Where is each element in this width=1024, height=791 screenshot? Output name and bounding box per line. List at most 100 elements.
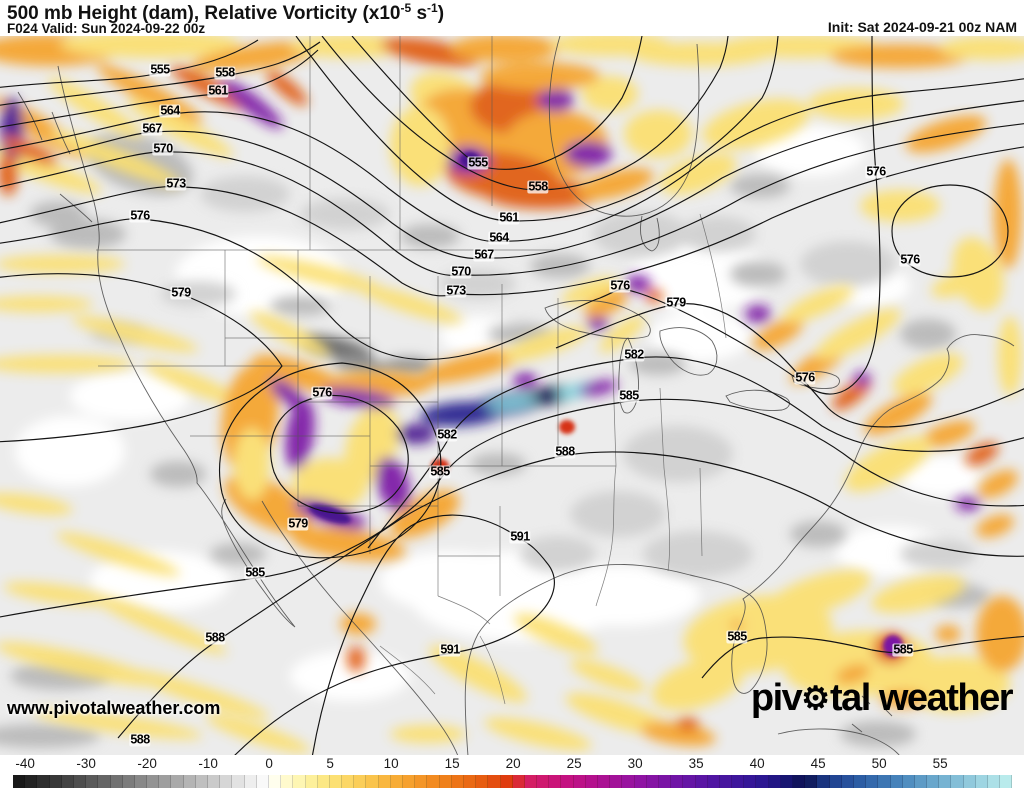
colorbar-tick: -40 [15, 756, 35, 771]
colorbar-cell [963, 775, 976, 788]
colorbar-cell [147, 775, 160, 788]
colorbar-cell [744, 775, 757, 788]
colorbar-tick: 0 [265, 756, 273, 771]
colorbar-cell [122, 775, 135, 788]
pivotal-weather-logo: piv⚙tal weather [750, 677, 1014, 719]
colorbar-cell [49, 775, 62, 788]
colorbar-cell [585, 775, 598, 788]
colorbar-cell [988, 775, 1001, 788]
colorbar-cell [73, 775, 87, 788]
colorbar-cell [403, 775, 416, 788]
colorbar-cell [817, 775, 830, 788]
colorbar-cell [378, 775, 391, 788]
colorbar-cell [598, 775, 611, 788]
colorbar-cell [317, 775, 330, 788]
colorbar-cell [25, 775, 38, 788]
colorbar-cell [86, 775, 99, 788]
colorbar-cell [829, 775, 842, 788]
gear-icon: ⚙ [801, 680, 830, 716]
colorbar-cell [683, 775, 696, 788]
colorbar-cell [134, 775, 148, 788]
colorbar-cell [902, 775, 915, 788]
colorbar-cell [342, 775, 355, 788]
colorbar-cell [183, 775, 196, 788]
colorbar-cell [927, 775, 940, 788]
colorbar-cell [890, 775, 903, 788]
colorbar-cell [427, 775, 440, 788]
colorbar-cell [866, 775, 879, 788]
colorbar-tick: 10 [383, 756, 399, 771]
colorbar-cell [975, 775, 988, 788]
colorbar-cell [756, 775, 769, 788]
colorbar-cell [512, 775, 525, 788]
colorbar-cell [634, 775, 647, 788]
map-canvas: 555 558 561 564 567 570 573 576 579 555 558 561 564 5… [0, 36, 1024, 755]
colorbar-cell [415, 775, 428, 788]
colorbar-cell [646, 775, 659, 788]
colorbar-cell [707, 775, 720, 788]
colorbar-tick: -20 [137, 756, 157, 771]
colorbar-cell [500, 775, 513, 788]
colorbar-cell [439, 775, 452, 788]
colorbar-tick: -10 [198, 756, 218, 771]
colorbar-cell [354, 775, 367, 788]
colorbar-cell [171, 775, 184, 788]
colorbar-cell [878, 775, 891, 788]
colorbar-cell [281, 775, 294, 788]
colorbar-tick: 35 [688, 756, 704, 771]
colorbar-tick: 25 [566, 756, 582, 771]
colorbar-cell [451, 775, 464, 788]
colorbar-cell [622, 775, 635, 788]
colorbar-cell [244, 775, 257, 788]
colorbar-cell [61, 775, 74, 788]
colorbar-cell [110, 775, 123, 788]
vorticity-colorbar: -40 -30 -20 -10 0 5 10 15 20 25 30 35 40 45 50 55 [0, 755, 1024, 791]
colorbar-tick: 5 [326, 756, 334, 771]
negative-vorticity-shading [0, 132, 990, 748]
colorbar-cell [159, 775, 172, 788]
colorbar-cell [841, 775, 854, 788]
colorbar-cell [561, 775, 574, 788]
colorbar-cell [732, 775, 745, 788]
init-time-label: Init: Sat 2024-09-21 00z NAM [827, 19, 1017, 35]
colorbar-cell [195, 775, 208, 788]
colorbar-cell [939, 775, 952, 788]
colorbar-cell [951, 775, 964, 788]
colorbar-cell [268, 775, 282, 788]
colorbar-cell [658, 775, 672, 788]
colorbar-cell [293, 775, 306, 788]
colorbar-cell [390, 775, 403, 788]
colorbar-cell [1000, 775, 1013, 788]
colorbar-cell [853, 775, 867, 788]
colorbar-tick: 15 [444, 756, 460, 771]
colorbar-cell [537, 775, 550, 788]
colorbar-cell [98, 775, 111, 788]
colorbar-cell [366, 775, 379, 788]
colorbar-tick: 20 [505, 756, 521, 771]
neutral-field [15, 126, 980, 701]
colorbar-cell [695, 775, 708, 788]
colorbar-cell [488, 775, 501, 788]
colorbar-cell [610, 775, 623, 788]
watermark: www.pivotalweather.com [7, 698, 221, 718]
colorbar-cell [719, 775, 733, 788]
colorbar-tick-labels: -40 -30 -20 -10 0 5 10 15 20 25 30 35 40 45 50 55 [0, 755, 1024, 774]
colorbar-cell [208, 775, 221, 788]
colorbar-cell [780, 775, 793, 788]
colorbar-cell [329, 775, 343, 788]
colorbar-cell [914, 775, 928, 788]
colorbar-cells [13, 775, 1013, 788]
colorbar-cell [232, 775, 245, 788]
geography-borders [17, 36, 1015, 755]
colorbar-tick: 30 [627, 756, 643, 771]
colorbar-tick: 55 [932, 756, 948, 771]
colorbar-tick: -30 [76, 756, 96, 771]
colorbar-cell [37, 775, 50, 788]
colorbar-cell [256, 775, 269, 788]
colorbar-cell [671, 775, 684, 788]
colorbar-cell [13, 775, 26, 788]
colorbar-cell [476, 775, 489, 788]
colorbar-cell [573, 775, 586, 788]
colorbar-cell [463, 775, 477, 788]
